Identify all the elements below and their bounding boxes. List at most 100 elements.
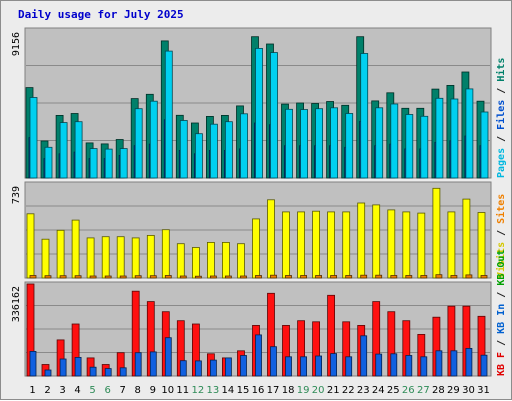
bar-kb-in-day-10 [164, 337, 172, 377]
panel-pages-files-hits-legend: Pages / Files / Hits [495, 58, 507, 178]
bar-kb-in-day-8 [134, 352, 142, 377]
bar-visits-day-16 [252, 218, 260, 279]
bar-pages-day-14 [224, 121, 233, 179]
bar-pages-day-6 [104, 148, 113, 179]
bar-pages-day-30 [465, 88, 474, 179]
bar-kb-in-day-24 [375, 353, 383, 377]
bar-sites-day-25 [390, 275, 398, 279]
bar-sites-day-16 [255, 275, 262, 279]
legend-entry: / [496, 334, 507, 352]
bar-visits-day-28 [432, 187, 441, 279]
bar-visits-day-4 [71, 219, 80, 279]
bar-sites-day-3 [59, 275, 67, 279]
bar-sites-day-6 [104, 275, 112, 279]
bar-sites-day-20 [315, 275, 323, 279]
bar-pages-day-13 [209, 123, 218, 179]
bar-kb-in-day-28 [435, 350, 443, 377]
bar-pages-day-9 [149, 100, 158, 179]
x-tick-label-day-28: 28 [432, 385, 445, 396]
bar-visits-day-20 [312, 210, 321, 279]
bar-visits-day-10 [161, 229, 170, 279]
legend-entry: / [496, 224, 507, 242]
bar-pages-day-2 [44, 146, 53, 179]
x-tick-label-day-17: 17 [267, 385, 280, 396]
bar-sites-day-10 [164, 275, 172, 279]
bar-visits-day-31 [477, 212, 486, 279]
bar-kb-in-day-4 [74, 356, 82, 377]
bar-sites-day-27 [420, 275, 428, 279]
bar-sites-day-31 [480, 275, 488, 279]
legend-entry: Hits [495, 58, 507, 82]
bar-sites-day-11 [179, 275, 187, 279]
bar-sites-day-29 [450, 275, 458, 279]
x-tick-label-day-3: 3 [59, 385, 65, 396]
x-tick-label-day-31: 31 [477, 385, 490, 396]
bar-sites-day-15 [240, 275, 247, 279]
bar-kb-in-day-11 [179, 360, 187, 377]
bar-kb-in-day-7 [119, 367, 127, 377]
x-tick-label-day-19: 19 [297, 385, 310, 396]
x-tick-label-day-2: 2 [44, 385, 50, 396]
bar-kb-in-day-31 [480, 354, 488, 377]
bar-kb-in-day-21 [330, 353, 338, 377]
bar-pages-day-29 [450, 98, 459, 179]
bar-sites-day-23 [360, 274, 368, 279]
bar-pages-day-16 [255, 48, 263, 179]
bar-visits-day-13 [206, 241, 215, 279]
bar-kb-in-day-15 [240, 355, 247, 377]
bar-kb-in-day-27 [420, 356, 428, 377]
x-tick-label-day-26: 26 [402, 385, 415, 396]
bar-visits-day-3 [56, 229, 65, 279]
bar-pages-day-7 [119, 148, 128, 179]
bar-sites-day-7 [119, 275, 127, 279]
x-tick-label-day-25: 25 [387, 385, 400, 396]
bar-visits-day-24 [372, 204, 381, 279]
bar-visits-day-23 [357, 202, 366, 279]
x-tick-label-day-20: 20 [312, 385, 325, 396]
panel-kb-max-label: 336162 [11, 286, 22, 322]
x-tick-label-day-1: 1 [29, 385, 35, 396]
bar-kb-in-day-18 [285, 356, 292, 377]
bar-pages-day-17 [270, 52, 278, 179]
bar-sites-day-2 [44, 275, 52, 279]
bar-visits-day-21 [327, 211, 336, 279]
bar-pages-day-21 [330, 107, 339, 179]
bar-sites-day-17 [270, 274, 277, 279]
bar-kb-in-day-13 [209, 359, 217, 377]
x-tick-label-day-14: 14 [222, 385, 235, 396]
bar-sites-day-14 [224, 275, 232, 279]
bar-pages-day-28 [435, 97, 444, 179]
bar-sites-day-19 [300, 275, 308, 279]
bar-kb-in-day-5 [89, 366, 97, 377]
bar-sites-day-24 [375, 274, 383, 279]
x-tick-label-day-11: 11 [176, 385, 189, 396]
bar-visits-day-22 [342, 211, 351, 279]
bar-visits-day-19 [297, 211, 306, 279]
bar-sites-day-9 [149, 275, 157, 279]
bar-sites-day-1 [29, 275, 37, 279]
x-tick-label-day-7: 7 [120, 385, 126, 396]
bar-kb-in-day-19 [300, 356, 308, 377]
bar-sites-day-8 [134, 275, 142, 279]
panel-pages-files-hits-max-label: 9156 [11, 32, 22, 56]
x-tick-label-day-13: 13 [207, 385, 220, 396]
bar-kb-in-day-23 [360, 335, 368, 377]
x-tick-label-day-12: 12 [192, 385, 205, 396]
bar-visits-day-25 [387, 209, 396, 279]
bar-pages-day-20 [315, 108, 324, 179]
bar-visits-day-5 [86, 237, 95, 279]
bar-kb-in-day-29 [450, 350, 458, 377]
x-tick-label-day-9: 9 [150, 385, 156, 396]
x-tick-label-day-21: 21 [327, 385, 340, 396]
bar-kb-in-day-2 [44, 369, 52, 377]
bar-visits-day-12 [191, 247, 200, 279]
bar-visits-day-18 [282, 211, 290, 279]
bar-pages-day-1 [29, 97, 38, 179]
x-tick-label-day-27: 27 [417, 385, 430, 396]
bar-pages-day-15 [240, 113, 248, 179]
bar-pages-day-31 [480, 111, 489, 179]
bar-kb-in-day-30 [465, 347, 473, 377]
bar-kb-in-day-26 [405, 355, 413, 377]
bar-visits-day-7 [116, 236, 125, 279]
